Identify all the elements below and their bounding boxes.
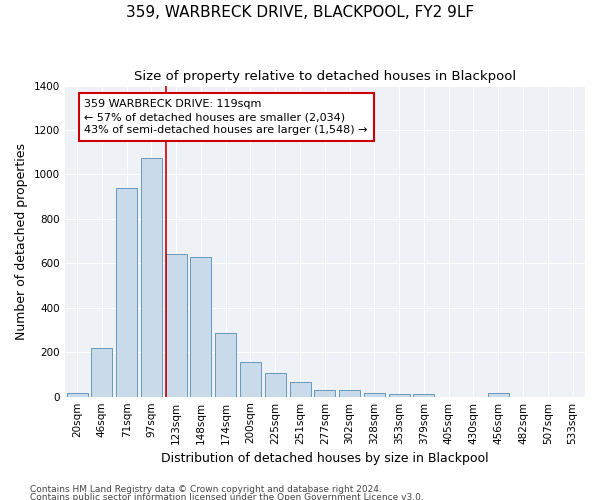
Text: 359 WARBRECK DRIVE: 119sqm
← 57% of detached houses are smaller (2,034)
43% of s: 359 WARBRECK DRIVE: 119sqm ← 57% of deta…	[85, 99, 368, 136]
Bar	[166, 254, 187, 396]
Title: Size of property relative to detached houses in Blackpool: Size of property relative to detached ho…	[134, 70, 516, 83]
Bar	[240, 362, 261, 396]
Bar	[488, 394, 509, 396]
Bar	[413, 394, 434, 396]
Text: 359, WARBRECK DRIVE, BLACKPOOL, FY2 9LF: 359, WARBRECK DRIVE, BLACKPOOL, FY2 9LF	[126, 5, 474, 20]
Bar	[67, 394, 88, 396]
Bar	[290, 382, 311, 396]
X-axis label: Distribution of detached houses by size in Blackpool: Distribution of detached houses by size …	[161, 452, 488, 465]
Bar	[91, 348, 112, 397]
Text: Contains public sector information licensed under the Open Government Licence v3: Contains public sector information licen…	[30, 492, 424, 500]
Bar	[265, 374, 286, 396]
Y-axis label: Number of detached properties: Number of detached properties	[15, 142, 28, 340]
Bar	[215, 334, 236, 396]
Bar	[364, 392, 385, 396]
Bar	[190, 256, 211, 396]
Bar	[389, 394, 410, 396]
Bar	[339, 390, 360, 396]
Bar	[314, 390, 335, 396]
Bar	[141, 158, 162, 396]
Text: Contains HM Land Registry data © Crown copyright and database right 2024.: Contains HM Land Registry data © Crown c…	[30, 486, 382, 494]
Bar	[116, 188, 137, 396]
